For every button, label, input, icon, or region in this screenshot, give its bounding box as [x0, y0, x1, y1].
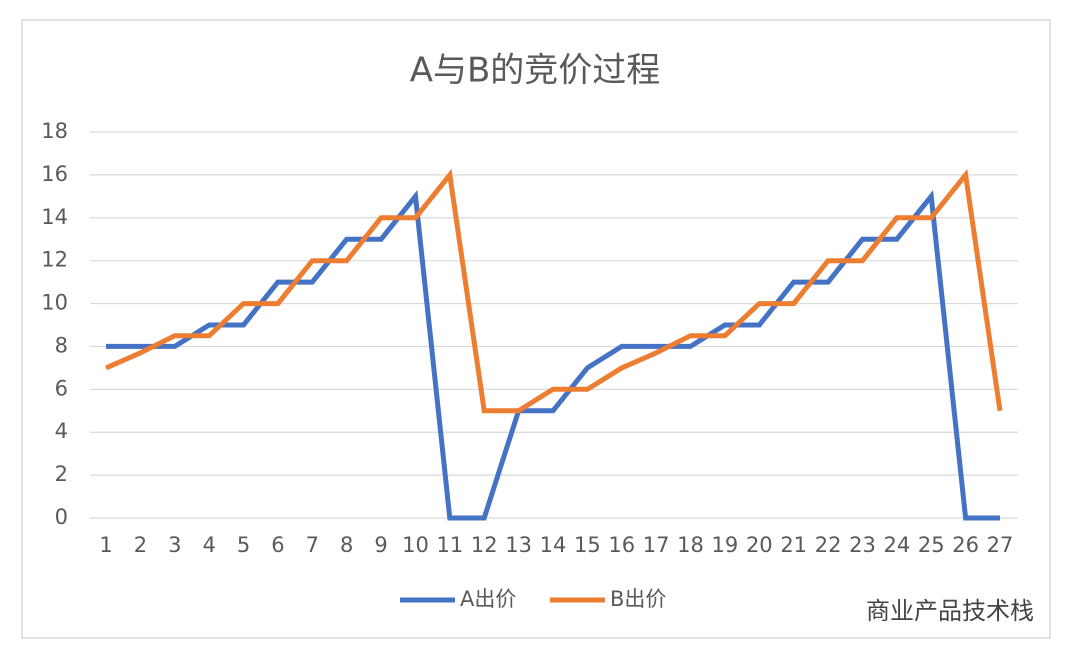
data-line	[105, 168, 1003, 414]
x-tick-label: 6	[271, 533, 284, 557]
y-tick-label: 4	[55, 419, 68, 443]
chart-frame	[21, 19, 1051, 639]
y-tick-label: 6	[55, 376, 68, 400]
x-tick-label: 19	[712, 533, 739, 557]
x-tick-label: 7	[306, 533, 319, 557]
x-tick-label: 21	[780, 533, 807, 557]
x-tick-label: 16	[608, 533, 635, 557]
x-tick-label: 8	[340, 533, 353, 557]
x-tick-label: 14	[540, 533, 567, 557]
y-tick-label: 10	[41, 291, 68, 315]
x-tick-label: 10	[402, 533, 429, 557]
x-tick-label: 18	[677, 533, 704, 557]
y-tick-label: 16	[41, 162, 68, 186]
x-tick-label: 25	[918, 533, 945, 557]
x-tick-label: 17	[643, 533, 670, 557]
x-tick-label: 3	[168, 533, 181, 557]
x-tick-label: 2	[134, 533, 147, 557]
x-tick-label: 24	[883, 533, 910, 557]
x-tick-label: 27	[987, 533, 1014, 557]
x-tick-label: 23	[849, 533, 876, 557]
x-tick-label: 11	[436, 533, 463, 557]
x-tick-label: 1	[99, 533, 112, 557]
x-tick-label: 26	[952, 533, 979, 557]
y-tick-label: 14	[41, 205, 68, 229]
y-tick-label: 12	[41, 248, 68, 272]
x-tick-label: 12	[471, 533, 498, 557]
legend-label: B出价	[610, 587, 666, 611]
x-tick-label: 9	[374, 533, 387, 557]
y-tick-label: 18	[41, 119, 68, 143]
x-tick-label: 20	[746, 533, 773, 557]
y-tick-label: 0	[55, 505, 68, 529]
y-tick-label: 2	[55, 462, 68, 486]
y-tick-label: 8	[55, 333, 68, 357]
x-tick-label: 13	[505, 533, 532, 557]
x-tick-label: 15	[574, 533, 601, 557]
data-line	[106, 190, 1000, 521]
watermark: 商业产品技术栈	[866, 597, 1034, 625]
chart-title: A与B的竞价过程	[410, 51, 661, 91]
legend-label: A出价	[460, 587, 516, 611]
x-tick-label: 22	[815, 533, 842, 557]
x-tick-label: 4	[202, 533, 215, 557]
x-tick-label: 5	[237, 533, 250, 557]
